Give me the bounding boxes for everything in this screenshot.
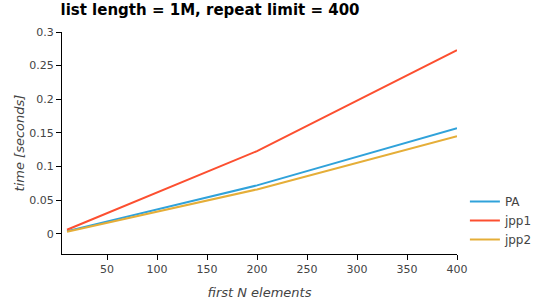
svg-text:0.2: 0.2 xyxy=(36,93,54,106)
svg-text:0.05: 0.05 xyxy=(29,194,54,207)
svg-text:0.15: 0.15 xyxy=(29,127,54,140)
svg-text:150: 150 xyxy=(197,263,218,276)
svg-text:jpp2: jpp2 xyxy=(504,233,531,247)
svg-text:list length = 1M, repeat limit: list length = 1M, repeat limit = 400 xyxy=(61,1,360,19)
svg-text:0.25: 0.25 xyxy=(29,59,54,72)
svg-text:0.3: 0.3 xyxy=(36,26,54,39)
svg-text:300: 300 xyxy=(347,263,368,276)
svg-text:200: 200 xyxy=(247,263,268,276)
svg-text:400: 400 xyxy=(447,263,468,276)
svg-text:350: 350 xyxy=(397,263,418,276)
svg-text:first N elements: first N elements xyxy=(208,285,312,300)
svg-text:0: 0 xyxy=(47,228,54,241)
svg-text:jpp1: jpp1 xyxy=(504,214,531,228)
svg-text:PA: PA xyxy=(505,195,520,209)
svg-text:250: 250 xyxy=(297,263,318,276)
svg-text:time [seconds]: time [seconds] xyxy=(12,95,27,192)
svg-text:0.1: 0.1 xyxy=(36,160,54,173)
svg-text:50: 50 xyxy=(100,263,114,276)
svg-text:100: 100 xyxy=(147,263,168,276)
